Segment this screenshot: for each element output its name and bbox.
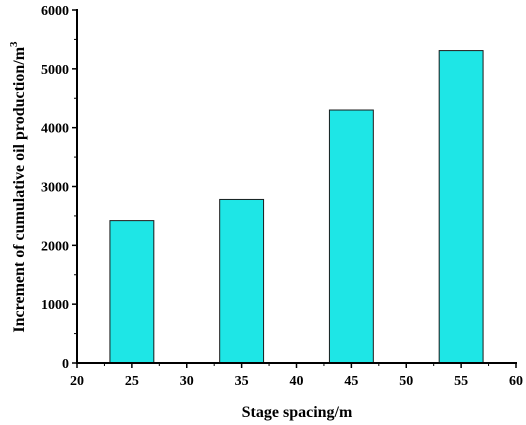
- x-tick-label-20: 20: [70, 374, 84, 389]
- x-tick-label-60: 60: [509, 374, 523, 389]
- y-axis-title-main: Increment of cumulative oil production/m: [11, 46, 28, 332]
- bar-55: [438, 50, 484, 364]
- x-tick-label-35: 35: [235, 374, 249, 389]
- y-tick-label-2000: 2000: [41, 239, 69, 254]
- y-tick-label-5000: 5000: [41, 63, 69, 78]
- x-tick-label-50: 50: [399, 374, 413, 389]
- bar-35: [219, 198, 265, 364]
- x-tick-label-30: 30: [180, 374, 194, 389]
- x-tick-label-55: 55: [454, 374, 468, 389]
- x-axis-title: Stage spacing/m: [242, 404, 353, 421]
- bars-group: [109, 50, 484, 364]
- bar-45: [328, 109, 374, 364]
- y-axis-title: Increment of cumulative oil production/m…: [8, 41, 28, 333]
- x-tick-label-25: 25: [125, 374, 139, 389]
- y-tick-label-4000: 4000: [41, 122, 69, 137]
- y-axis-title-superscript: 3: [8, 41, 20, 47]
- ticks-group: 20 25 30 35 40 45 50 55 60 0 1000 2000 3000 4000 5000 6…: [41, 4, 523, 389]
- y-tick-label-6000: 6000: [41, 4, 69, 19]
- x-tick-label-40: 40: [290, 374, 304, 389]
- y-tick-label-0: 0: [62, 357, 69, 372]
- x-tick-label-45: 45: [344, 374, 358, 389]
- y-tick-label-1000: 1000: [41, 298, 69, 313]
- bar-25: [109, 220, 155, 364]
- y-tick-label-3000: 3000: [41, 181, 69, 196]
